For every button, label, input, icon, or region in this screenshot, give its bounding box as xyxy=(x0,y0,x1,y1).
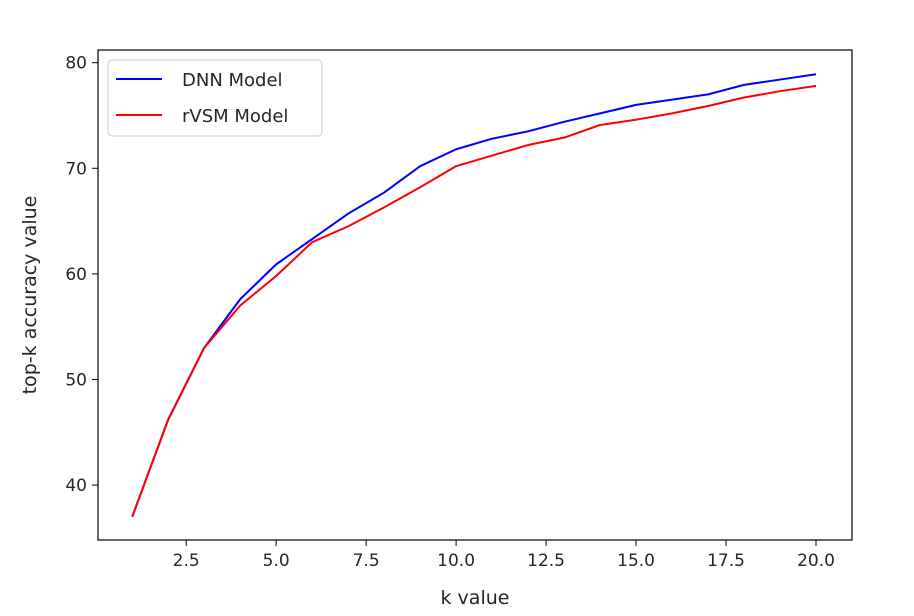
x-tick-label: 10.0 xyxy=(437,551,475,571)
x-axis-label: k value xyxy=(441,587,510,609)
y-axis-label: top-k accuracy value xyxy=(19,196,41,395)
y-tick-label: 80 xyxy=(65,54,87,74)
series-line-rvsm xyxy=(131,84,817,518)
plot-frame xyxy=(97,49,853,541)
x-tick-label: 17.5 xyxy=(707,551,745,571)
x-tick-label: 2.5 xyxy=(173,551,200,571)
series-layer xyxy=(131,73,817,518)
legend-label-rvsm: rVSM Model xyxy=(182,106,288,127)
x-tick-label: 7.5 xyxy=(353,551,380,571)
y-tick-label: 50 xyxy=(65,370,87,390)
legend-label-dnn: DNN Model xyxy=(182,70,283,91)
y-tick-label: 70 xyxy=(65,159,87,179)
x-tick-label: 5.0 xyxy=(263,551,290,571)
y-tick-label: 40 xyxy=(65,476,87,496)
x-tick-label: 20.0 xyxy=(797,551,835,571)
series-line-dnn xyxy=(131,73,817,518)
legend: DNN Model rVSM Model xyxy=(107,59,323,137)
x-tick-label: 12.5 xyxy=(527,551,565,571)
y-tick-label: 60 xyxy=(65,265,87,285)
x-tick-label: 15.0 xyxy=(617,551,655,571)
ticks-layer: 2.5 5.0 7.5 10.0 12.5 15.0 17.5 20.0 40 50 60 70 80 xyxy=(65,54,835,571)
